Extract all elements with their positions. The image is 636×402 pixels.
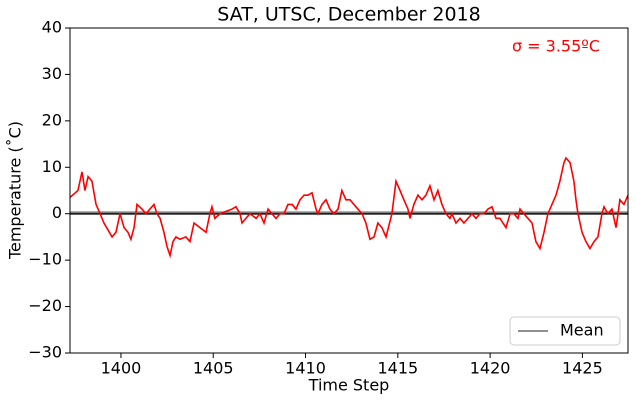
x-tick-label: 1425	[562, 359, 603, 378]
legend-label: Mean	[560, 321, 604, 340]
plot-frame	[69, 27, 629, 354]
annotation: σ = 3.55ºC	[512, 37, 600, 56]
y-tick-label: 30	[42, 64, 62, 83]
y-tick-label: 40	[42, 18, 62, 37]
y-tick-label: −10	[28, 250, 62, 269]
y-tick-label: −20	[28, 296, 62, 315]
y-tick-label: 10	[42, 157, 62, 176]
x-tick-label: 1405	[193, 359, 234, 378]
y-axis-label: Temperature (˚C)	[6, 121, 25, 260]
x-tick-label: 1415	[377, 359, 418, 378]
x-tick-label: 1400	[101, 359, 142, 378]
x-axis-label: Time Step	[308, 376, 390, 395]
data-line	[69, 156, 629, 259]
y-tick-label: −30	[28, 343, 62, 362]
chart-title: SAT, UTSC, December 2018	[217, 4, 480, 26]
x-tick-label: 1410	[285, 359, 326, 378]
y-tick-label: 20	[42, 110, 62, 129]
y-tick-label: 0	[52, 203, 62, 222]
x-tick-label: 1420	[470, 359, 511, 378]
legend-box	[509, 316, 621, 346]
